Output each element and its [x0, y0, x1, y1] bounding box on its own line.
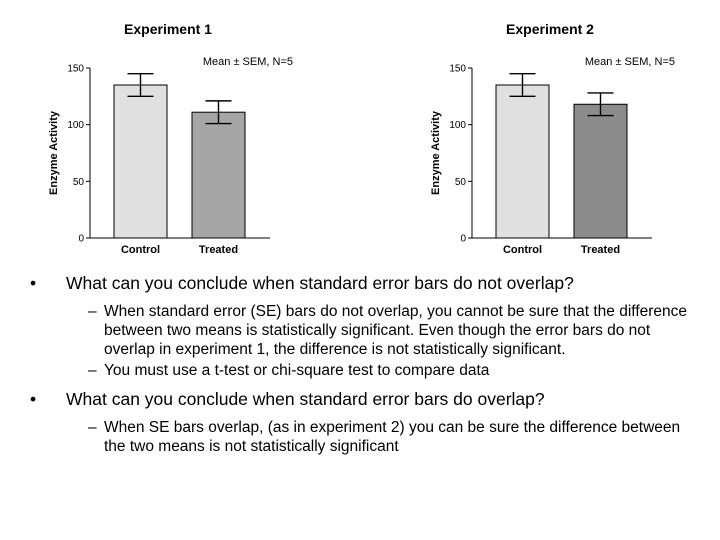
bar-treated	[191, 111, 246, 239]
dash-marker: –	[88, 303, 97, 320]
dash-marker: –	[88, 362, 97, 379]
sub-bullet-text: When standard error (SE) bars do not ove…	[104, 303, 688, 358]
dash-marker: –	[88, 419, 97, 436]
chart-experiment-2: Experiment 2 Mean ± SEM, N=5 Enzyme Activi…	[422, 0, 692, 262]
chart-experiment-1: Experiment 1 Mean ± SEM, N=5 Enzyme Activi…	[40, 0, 310, 262]
bar-treated	[573, 103, 628, 239]
bullet-marker: •	[30, 273, 37, 293]
sub-bullet-item: – You must use a t-test or chi-square te…	[88, 361, 700, 380]
y-tick-label: 100	[449, 120, 466, 131]
y-tick-label: 0	[460, 234, 466, 245]
sub-bullet-text: You must use a t-test or chi-square test…	[104, 362, 490, 379]
sub-bullet-item: – When SE bars overlap, (as in experimen…	[88, 418, 700, 456]
y-tick-label: 100	[67, 120, 84, 131]
sub-bullet-item: – When standard error (SE) bars do not o…	[88, 302, 700, 359]
chart-annotation: Mean ± SEM, N=5	[203, 56, 293, 68]
chart-title: Experiment 2	[506, 21, 594, 37]
bullet-text: What can you conclude when standard erro…	[66, 273, 574, 293]
y-axis-label: Enzyme Activity	[48, 110, 60, 195]
y-tick-label: 150	[67, 64, 84, 75]
bar-control	[113, 84, 168, 239]
bullet-list: • What can you conclude when standard er…	[30, 272, 700, 458]
bullet-marker: •	[30, 389, 37, 409]
bullet-item-1: • What can you conclude when standard er…	[30, 272, 700, 294]
bullet-text: What can you conclude when standard erro…	[66, 389, 545, 409]
x-tick-label: Control	[121, 244, 160, 256]
bullet-item-2: • What can you conclude when standard er…	[30, 388, 700, 410]
y-tick-label: 50	[455, 177, 467, 188]
y-tick-label: 0	[78, 234, 84, 245]
y-axis-label: Enzyme Activity	[430, 110, 442, 195]
y-tick-label: 50	[73, 177, 85, 188]
x-tick-label: Control	[503, 244, 542, 256]
sub-bullet-text: When SE bars overlap, (as in experiment …	[104, 419, 681, 455]
chart-annotation: Mean ± SEM, N=5	[585, 56, 675, 68]
y-tick-label: 150	[449, 64, 466, 75]
x-tick-label: Treated	[199, 244, 238, 256]
x-tick-label: Treated	[581, 244, 620, 256]
chart-title: Experiment 1	[124, 21, 212, 37]
bar-control	[495, 84, 550, 239]
